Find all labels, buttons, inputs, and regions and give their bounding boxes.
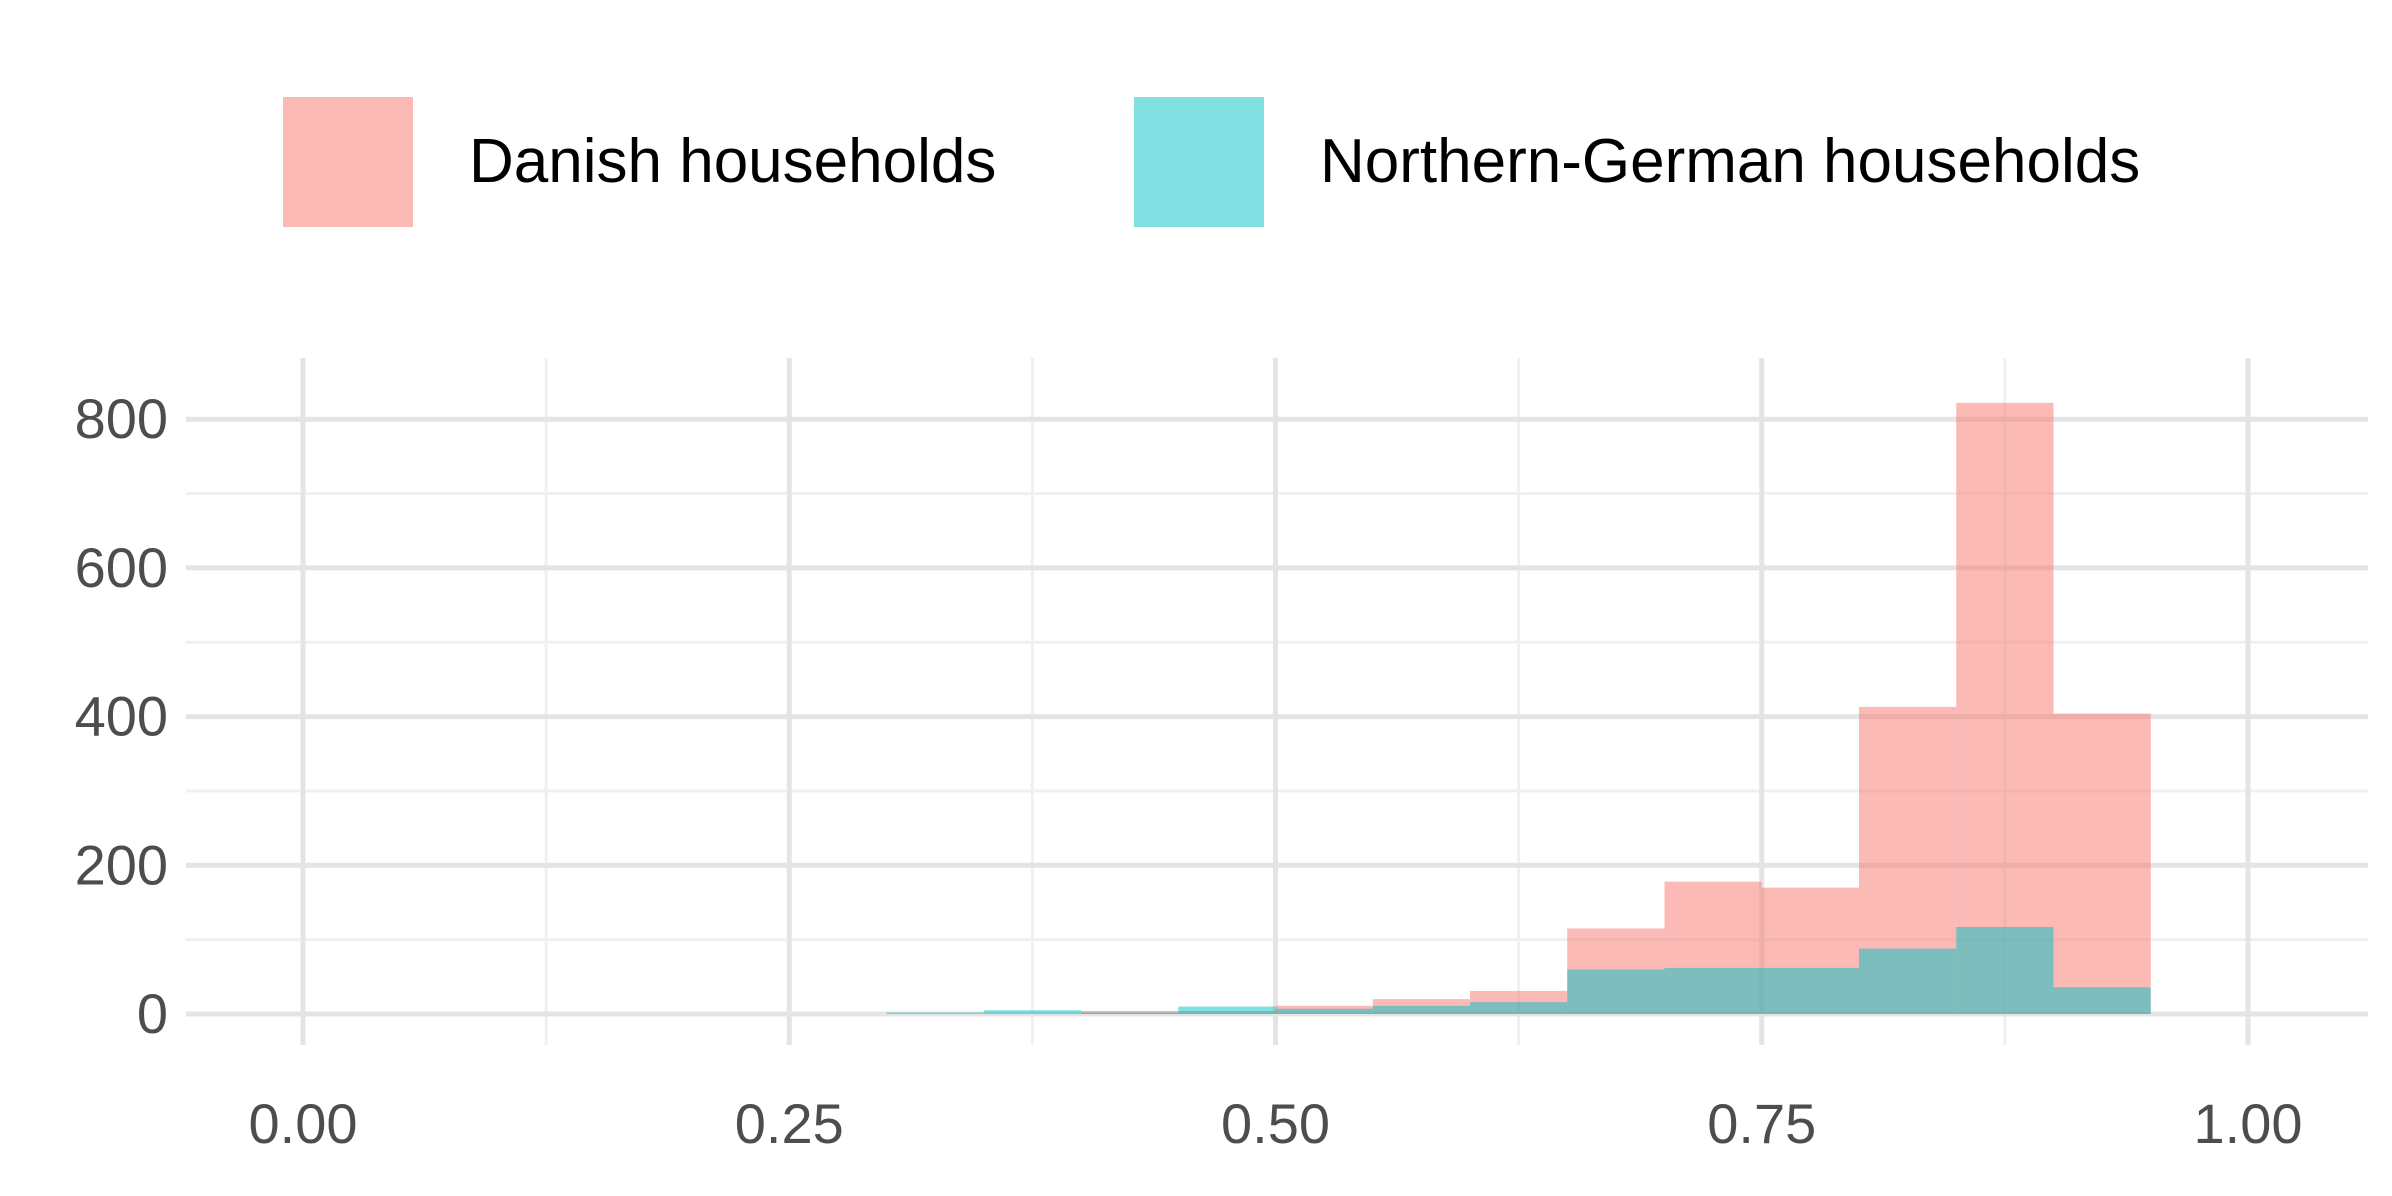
y-tick-label: 600	[75, 536, 168, 599]
y-tick-label: 0	[137, 982, 168, 1045]
bar-german	[1470, 1002, 1568, 1014]
x-tick-label: 0.50	[1221, 1092, 1330, 1155]
x-tick-label: 0.00	[249, 1092, 358, 1155]
legend-item-danish: Danish households	[283, 97, 996, 227]
y-tick-label: 800	[75, 387, 168, 450]
x-tick-label: 0.25	[735, 1092, 844, 1155]
y-tick-label: 400	[75, 685, 168, 748]
bar-german	[886, 1012, 984, 1014]
bar-danish	[2053, 713, 2151, 1014]
x-tick-label: 0.75	[1707, 1092, 1816, 1155]
bar-german	[983, 1010, 1081, 1014]
bar-german	[1567, 969, 1665, 1014]
legend-label-danish: Danish households	[469, 127, 997, 196]
bar-german	[1859, 948, 1957, 1014]
bar-german	[1275, 1008, 1373, 1014]
bar-german	[1761, 967, 1859, 1014]
bar-german	[1178, 1006, 1276, 1014]
bar-german	[1664, 967, 1762, 1014]
bar-german	[1081, 1012, 1179, 1014]
legend-swatch-danish-icon	[283, 97, 413, 227]
y-tick-label: 200	[75, 833, 168, 896]
legend-label-german: Northern-German households	[1320, 127, 2141, 196]
legend-swatch-german-icon	[1134, 97, 1264, 227]
bar-german	[2053, 987, 2151, 1014]
bar-german	[1956, 927, 2054, 1014]
bar-german	[1372, 1005, 1470, 1014]
bar-danish	[1956, 402, 2054, 1014]
legend-item-german: Northern-German households	[1134, 97, 2140, 227]
x-tick-label: 1.00	[2194, 1092, 2303, 1155]
